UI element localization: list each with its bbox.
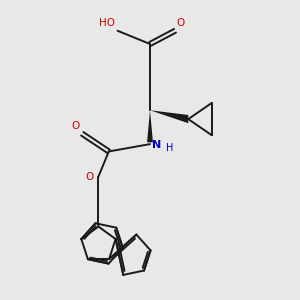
Polygon shape [147, 110, 153, 142]
Text: O: O [176, 18, 185, 28]
Text: O: O [85, 172, 93, 182]
Text: H: H [166, 142, 174, 153]
Text: O: O [72, 122, 80, 131]
Polygon shape [150, 110, 188, 123]
Text: HO: HO [99, 18, 115, 28]
Text: N: N [152, 140, 161, 150]
